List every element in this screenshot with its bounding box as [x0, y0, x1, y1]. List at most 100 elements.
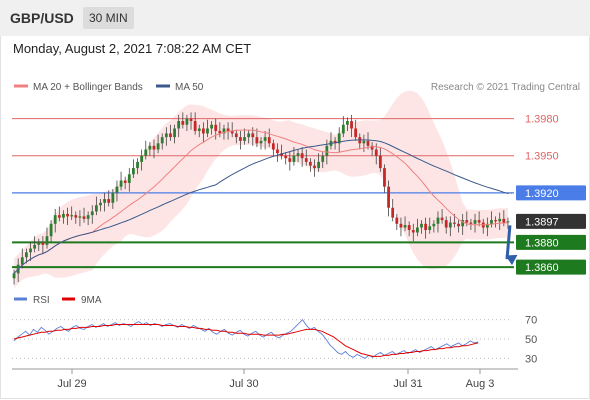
candle-body [271, 143, 275, 150]
candle-body [20, 257, 24, 265]
candle-body [181, 121, 185, 125]
candle-body [210, 124, 214, 129]
candle-body [448, 222, 452, 228]
candle-body [53, 215, 57, 224]
candle-body [197, 128, 201, 131]
candle-body [144, 149, 148, 156]
candle-body [251, 133, 255, 138]
candle-body [263, 137, 267, 141]
candle-body [177, 121, 181, 129]
candle-body [148, 145, 152, 150]
candle-body [378, 155, 382, 169]
candle-body [45, 236, 49, 245]
candle-body [230, 130, 234, 134]
candle-body [403, 225, 407, 228]
candle-body [201, 128, 205, 134]
candle-body [300, 153, 304, 159]
symbol-label: GBP/USD [10, 10, 74, 26]
candle-body [25, 252, 28, 258]
candle-body [164, 133, 168, 138]
candle-body [420, 223, 423, 228]
candle-body [325, 145, 329, 156]
candle-body [477, 220, 481, 223]
candle-body [33, 244, 37, 249]
candle-body [29, 248, 32, 253]
candle-body [292, 155, 296, 162]
candle-body [62, 213, 65, 218]
ma20-line [13, 129, 508, 274]
candle-body [136, 161, 139, 169]
candle-body [490, 220, 493, 224]
candle-body [111, 192, 115, 203]
level-tag-support-4 [516, 234, 586, 250]
candle-body [350, 121, 353, 129]
candle-body [78, 216, 82, 218]
candle-body [317, 161, 321, 169]
forecast-arrow-head [505, 254, 518, 266]
candle-body [383, 168, 386, 187]
candle-body [432, 223, 436, 227]
level-label-support-5: 1.3860 [525, 262, 559, 274]
candle-body [395, 217, 399, 224]
bollinger-band [14, 90, 508, 289]
timeframe-button[interactable]: 30 MIN [83, 7, 134, 29]
candle-body [247, 133, 251, 138]
candle-body [156, 143, 160, 150]
candle-body [411, 230, 415, 233]
candle-body [90, 211, 94, 216]
candle-body [160, 137, 164, 144]
candle-body [115, 186, 119, 193]
credit-label: Research © 2021 Trading Central [431, 82, 580, 93]
candle-body [407, 225, 411, 230]
ma50-line [13, 139, 509, 274]
rsi-line [13, 318, 479, 359]
candle-body [415, 227, 419, 233]
candle-body [362, 140, 366, 144]
candle-body [453, 222, 456, 224]
candle-body [86, 215, 90, 219]
candle-body [57, 215, 61, 218]
legend-ma20-label: MA 20 + Bollinger Bands [33, 82, 143, 93]
candle-body [41, 242, 45, 245]
level-tag-last-3 [516, 213, 586, 229]
candle-body [255, 137, 259, 144]
rsi-9ma-line [13, 324, 479, 357]
candle-body [119, 180, 123, 187]
x-tick-label: Jul 31 [393, 378, 422, 390]
x-tick-label: Jul 30 [229, 378, 258, 390]
candle-body [436, 217, 440, 224]
candle-body [354, 128, 358, 138]
candle-body [304, 158, 308, 162]
candle-body [313, 165, 316, 169]
candle-body [374, 149, 378, 156]
candle-body [12, 273, 16, 279]
candle-body [346, 121, 349, 125]
candle-body [267, 137, 271, 144]
x-tick-label: Aug 3 [466, 378, 495, 390]
candle-body [239, 137, 242, 141]
x-tick-label: Jul 29 [57, 378, 86, 390]
level-label-pivot-2: 1.3920 [525, 188, 559, 200]
candle-body [502, 218, 506, 223]
candle-body [391, 207, 395, 218]
candle-body [152, 145, 156, 150]
candle-body [107, 199, 111, 203]
candle-body [457, 223, 460, 227]
candle-body [321, 155, 325, 162]
candle-body [74, 215, 78, 218]
candle-body [424, 223, 428, 230]
candle-body [173, 128, 176, 138]
level-tag-support-5 [516, 259, 586, 275]
candle-body [444, 220, 448, 228]
candle-body [461, 220, 465, 227]
candle-body [243, 137, 246, 141]
chart-header: GBP/USD 30 MIN [0, 0, 590, 36]
level-tag-pivot-2 [516, 185, 586, 201]
level-label-resistance-0: 1.3980 [525, 114, 559, 126]
candle-body [37, 242, 41, 245]
candle-body [284, 155, 288, 159]
candle-body [337, 133, 341, 144]
rsi-tick-70: 70 [525, 315, 537, 327]
level-label-resistance-1: 1.3950 [525, 151, 559, 163]
candle-body [276, 149, 279, 154]
